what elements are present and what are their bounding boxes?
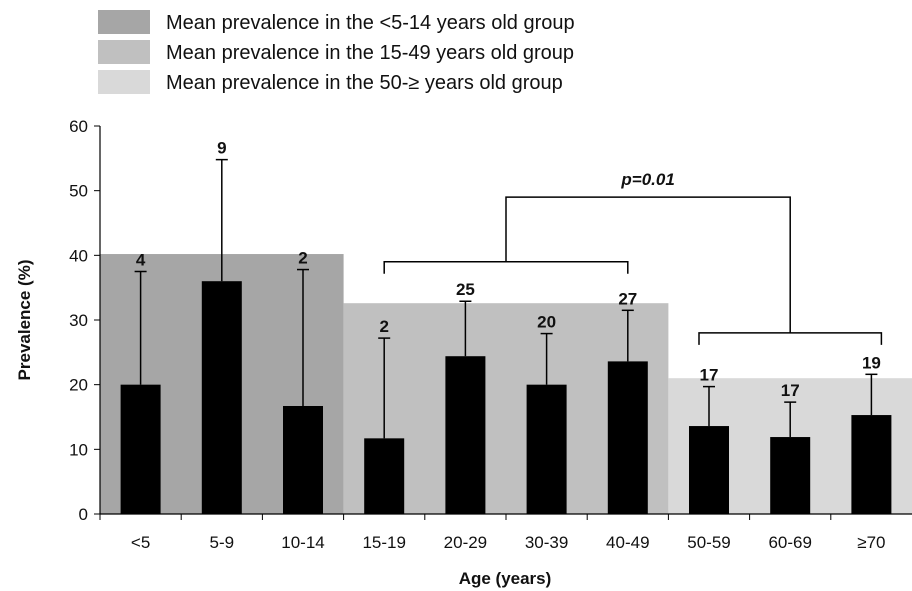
legend-swatch <box>98 10 150 34</box>
bar <box>445 356 486 514</box>
data-label: 17 <box>700 366 719 385</box>
connector-bracket <box>505 196 791 333</box>
data-label: 9 <box>217 139 226 158</box>
bar <box>607 361 648 514</box>
y-tick-label: 50 <box>69 182 88 201</box>
data-label: 25 <box>456 280 475 299</box>
data-labels: 4 9 2 2 25 20 27 17 17 19 <box>136 139 881 401</box>
error-bars <box>134 158 878 439</box>
left-bracket <box>383 261 629 274</box>
x-tick-label: 5-9 <box>210 533 235 552</box>
y-tick-label: 60 <box>69 117 88 136</box>
data-label: 20 <box>537 313 556 332</box>
legend-swatch <box>98 70 150 94</box>
y-tick-label: 10 <box>69 440 88 459</box>
data-label: 19 <box>862 353 881 372</box>
data-label: 2 <box>298 249 307 268</box>
bar <box>201 281 242 514</box>
significance-bracket: p=0.01 <box>383 170 883 345</box>
data-label: 4 <box>136 251 146 270</box>
p-value-label: p=0.01 <box>620 170 674 189</box>
bar <box>770 437 811 514</box>
x-tick-label: 10-14 <box>281 533 324 552</box>
legend: Mean prevalence in the <5-14 years old g… <box>98 10 575 94</box>
data-label: 2 <box>379 317 388 336</box>
data-label: 17 <box>781 381 800 400</box>
legend-label: Mean prevalence in the 15-49 years old g… <box>166 42 574 64</box>
legend-label: Mean prevalence in the 50-≥ years old gr… <box>166 72 563 94</box>
x-tick-label: ≥70 <box>857 533 885 552</box>
x-axis-title: Age (years) <box>459 569 552 588</box>
x-tick-label: 50-59 <box>687 533 730 552</box>
bar <box>689 426 729 514</box>
right-bracket <box>698 332 883 345</box>
x-tick-label: 20-29 <box>444 533 487 552</box>
bars <box>120 281 892 514</box>
y-axis-title: Prevalence (%) <box>15 260 34 381</box>
bar <box>283 406 323 514</box>
x-tick-label: 40-49 <box>606 533 649 552</box>
y-tick-label: 30 <box>69 311 88 330</box>
x-tick-label: 60-69 <box>768 533 811 552</box>
bar <box>120 384 161 514</box>
x-tick-label: 30-39 <box>525 533 568 552</box>
axes: <5 5-9 10-14 15-19 20-29 30-39 40-49 50-59 60-69… <box>69 117 912 552</box>
bar <box>364 438 405 514</box>
legend-swatch <box>98 40 150 64</box>
y-tick-label: 40 <box>69 246 88 265</box>
data-label: 27 <box>618 289 637 308</box>
legend-label: Mean prevalence in the <5-14 years old g… <box>166 12 575 34</box>
bar <box>526 384 567 514</box>
y-tick-label: 0 <box>79 505 88 524</box>
bar <box>851 415 892 514</box>
x-tick-label: 15-19 <box>362 533 405 552</box>
y-tick-label: 20 <box>69 376 88 395</box>
x-tick-label: <5 <box>131 533 150 552</box>
